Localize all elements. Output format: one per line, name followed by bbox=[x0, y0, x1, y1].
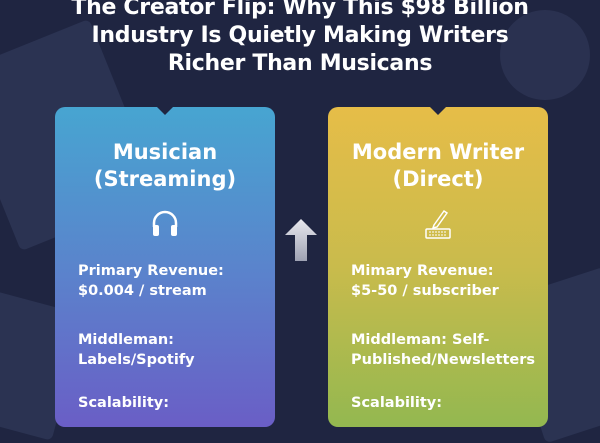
middleman-field: Middleman: Self- Published/Newsletters bbox=[351, 330, 535, 370]
field-label: Scalability: bbox=[351, 395, 443, 411]
scalability-field: Scalability: bbox=[78, 393, 169, 413]
card-notch bbox=[429, 107, 447, 115]
headphones-icon bbox=[152, 210, 178, 236]
primary-revenue-field: Primary Revenue: $0.004 / stream bbox=[78, 261, 224, 301]
card-title: Modern Writer (Direct) bbox=[328, 139, 548, 193]
musician-card: Musician (Streaming) Primary Revenue: $0… bbox=[55, 107, 275, 427]
page-title: The Creator Flip: Why This $98 Billion I… bbox=[0, 0, 600, 78]
primary-revenue-field: Mimary Revenue: $5-50 / subscriber bbox=[351, 261, 499, 301]
card-title-line: (Direct) bbox=[392, 167, 484, 191]
field-value: Labels/Spotify bbox=[78, 352, 195, 368]
title-line: The Creator Flip: Why This $98 Billion bbox=[71, 0, 529, 20]
card-title-line: Modern Writer bbox=[351, 140, 525, 164]
scalability-field: Scalability: bbox=[351, 393, 442, 413]
pen-keyboard-icon bbox=[425, 209, 451, 239]
field-label: Middleman: Self- bbox=[351, 332, 490, 348]
field-value: Published/Newsletters bbox=[351, 352, 536, 368]
background-dollar-icon bbox=[500, 10, 590, 100]
title-line: Industry Is Quietly Making Writers bbox=[91, 23, 509, 48]
card-notch bbox=[156, 107, 174, 115]
writer-card: Modern Writer (Direct) Mimary Revenue: $… bbox=[328, 107, 548, 427]
up-arrow-icon bbox=[285, 219, 317, 261]
field-label: Mimary Revenue: bbox=[351, 263, 494, 279]
field-label: Primary Revenue: bbox=[78, 263, 224, 279]
field-label: Scalability: bbox=[78, 395, 170, 411]
card-title: Musician (Streaming) bbox=[55, 139, 275, 193]
field-value: $0.004 / stream bbox=[78, 283, 207, 299]
field-label: Middleman: bbox=[78, 332, 174, 348]
card-title-line: Musician bbox=[112, 140, 218, 164]
card-title-line: (Streaming) bbox=[93, 167, 237, 191]
middleman-field: Middleman: Labels/Spotify bbox=[78, 330, 195, 370]
title-line: Richer Than Musicans bbox=[167, 51, 433, 76]
field-value: $5-50 / subscriber bbox=[351, 283, 499, 299]
